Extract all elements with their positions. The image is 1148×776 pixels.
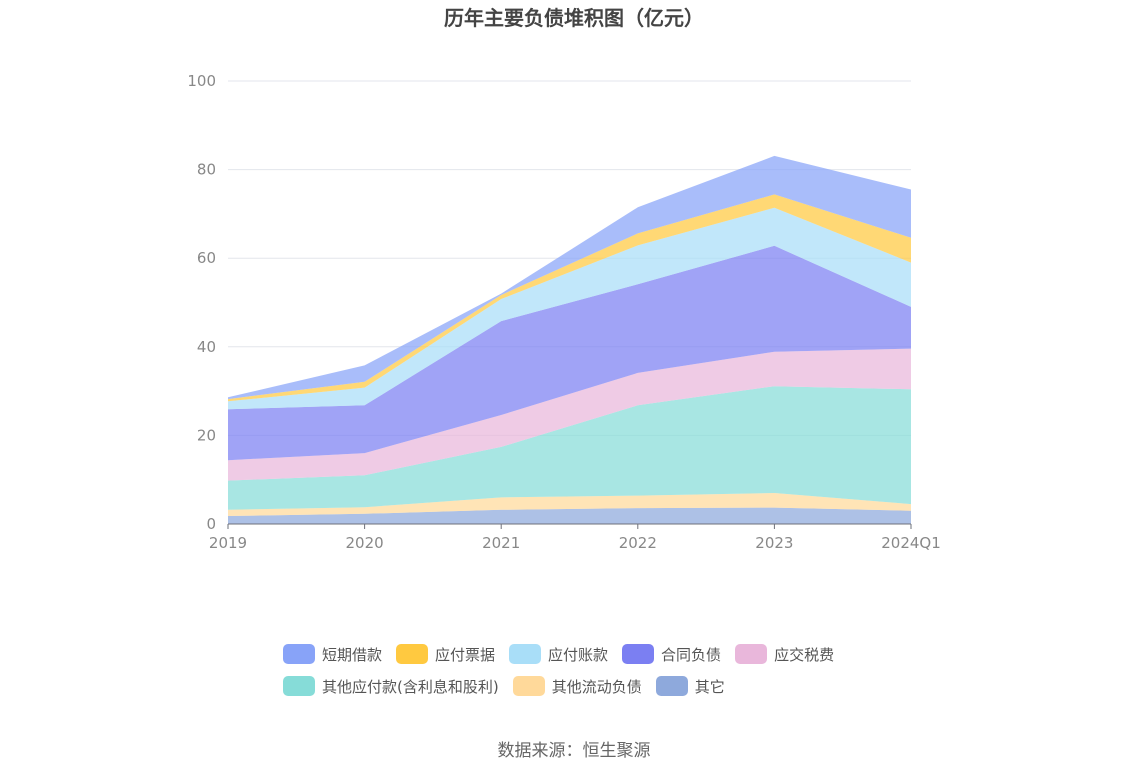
legend-swatch	[655, 676, 688, 696]
legend: 短期借款 应付票据 应付账款 合同负债 应交税费 其他应付款(含利息和股利) 其他流动负债…	[283, 638, 923, 702]
area-series-其它	[228, 507, 911, 524]
legend-item[interactable]: 其它	[655, 676, 725, 697]
area-series-短期借款	[228, 155, 911, 400]
axes: 0 20 40 60 80 100 2019 2020 2021 2022 2023 2024Q1	[187, 72, 940, 552]
legend-label: 其他流动负债	[551, 677, 642, 696]
legend-swatch	[283, 676, 315, 696]
legend-item[interactable]: 合同负债	[622, 644, 721, 665]
x-tick-label: 2020	[346, 534, 384, 552]
y-tick-label: 80	[197, 161, 216, 179]
y-tick-label: 100	[187, 72, 216, 90]
area-series	[228, 155, 911, 524]
x-tick-label: 2019	[209, 534, 247, 552]
x-tick-label: 2022	[619, 534, 657, 552]
legend-item[interactable]: 短期借款	[283, 644, 382, 665]
legend-swatch	[283, 644, 315, 664]
legend-label: 其它	[694, 677, 725, 696]
x-tick-label: 2024Q1	[881, 534, 941, 552]
y-tick-label: 0	[206, 515, 216, 533]
legend-swatch	[735, 644, 768, 664]
area-series-应交税费	[228, 348, 911, 481]
x-tick-label: 2021	[482, 534, 520, 552]
legend-item[interactable]: 其他应付款(含利息和股利)	[283, 676, 499, 697]
area-series-其他应付款(含利息和股利)	[228, 386, 911, 510]
legend-label: 应付票据	[435, 645, 496, 664]
legend-swatch	[396, 644, 429, 664]
legend-row: 其他应付款(含利息和股利) 其他流动负债 其它	[283, 670, 923, 702]
area-series-其他流动负债	[228, 493, 911, 516]
y-tick-label: 20	[197, 426, 216, 444]
legend-label: 短期借款	[322, 645, 383, 664]
data-source-note: 数据来源：恒生聚源	[497, 741, 651, 761]
area-series-合同负债	[228, 245, 911, 461]
y-tick-label: 60	[197, 249, 216, 267]
legend-label: 应交税费	[774, 645, 835, 664]
legend-item[interactable]: 应付票据	[396, 644, 495, 665]
legend-row: 短期借款 应付票据 应付账款 合同负债 应交税费	[283, 638, 923, 670]
legend-swatch	[509, 644, 542, 664]
legend-item[interactable]: 其他流动负债	[512, 676, 642, 697]
legend-swatch	[512, 676, 545, 696]
legend-item[interactable]: 应付账款	[509, 644, 608, 665]
legend-label: 应付账款	[548, 645, 609, 664]
legend-swatch	[622, 644, 655, 664]
legend-item[interactable]: 应交税费	[735, 644, 834, 665]
legend-label: 合同负债	[661, 645, 722, 664]
y-tick-label: 40	[197, 338, 216, 356]
chart-title: 历年主要负债堆积图（亿元）	[444, 6, 704, 30]
x-tick-label: 2023	[755, 534, 793, 552]
legend-label: 其他应付款(含利息和股利)	[322, 677, 499, 696]
